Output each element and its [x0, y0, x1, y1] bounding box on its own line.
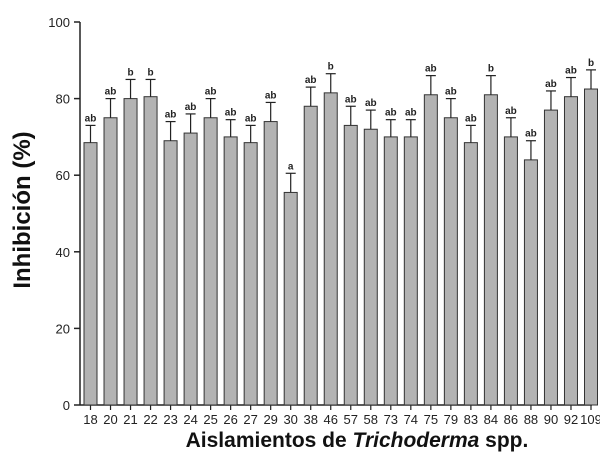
- significance-label: a: [288, 161, 294, 172]
- x-tick-label: 38: [303, 412, 317, 427]
- x-tick-label: 20: [103, 412, 117, 427]
- error-bars: [85, 69, 596, 193]
- bar: [163, 140, 178, 406]
- bar: [283, 191, 298, 406]
- x-tick-label: 92: [564, 412, 578, 427]
- bar: [463, 142, 478, 406]
- x-tick-label: 75: [424, 412, 438, 427]
- bar: [483, 94, 498, 406]
- significance-label: ab: [205, 87, 217, 98]
- x-tick-label: 46: [324, 412, 338, 427]
- x-axis-title-italic: Trichoderma: [353, 429, 480, 452]
- x-tick-label: 18: [83, 412, 97, 427]
- significance-label: ab: [545, 79, 557, 90]
- bar: [443, 117, 458, 406]
- bar: [263, 121, 278, 406]
- x-tick-label: 27: [243, 412, 257, 427]
- bar: [584, 88, 598, 406]
- x-tick-label: 79: [444, 412, 458, 427]
- significance-label: ab: [565, 66, 577, 77]
- x-axis-title-suffix: spp.: [479, 429, 528, 452]
- significance-label: ab: [305, 75, 317, 86]
- bar: [223, 136, 238, 406]
- bar: [303, 105, 318, 406]
- significance-label: ab: [105, 87, 117, 98]
- bars: [83, 88, 598, 406]
- bar: [543, 109, 558, 406]
- significance-label: ab: [445, 87, 457, 98]
- bar: [103, 117, 118, 406]
- bar: [243, 142, 258, 406]
- bar: [323, 92, 338, 406]
- x-axis-title-prefix: Aislamientos de: [186, 429, 353, 452]
- significance-label: ab: [85, 113, 97, 124]
- y-tick-label: 20: [56, 321, 70, 336]
- x-tick-label: 22: [143, 412, 157, 427]
- y-tick-label: 60: [56, 168, 70, 183]
- x-tick-label: 90: [544, 412, 558, 427]
- x-tick-label: 74: [404, 412, 418, 427]
- bar: [363, 128, 378, 406]
- bar: [403, 136, 418, 406]
- x-tick-label: 58: [364, 412, 378, 427]
- bar: [83, 142, 98, 406]
- y-axis-title: Inhibición (%): [9, 131, 36, 288]
- significance-label: ab: [505, 106, 517, 117]
- significance-label: ab: [185, 102, 197, 113]
- bar: [183, 132, 198, 406]
- x-tick-label: 86: [504, 412, 518, 427]
- significance-label: ab: [245, 113, 257, 124]
- significance-label: b: [148, 67, 154, 78]
- y-tick-label: 100: [48, 15, 70, 30]
- x-tick-label: 26: [223, 412, 237, 427]
- x-tick-label: 83: [464, 412, 478, 427]
- x-axis-title: Aislamientos de Trichoderma spp.: [186, 429, 529, 452]
- x-tick-label: 24: [183, 412, 197, 427]
- x-tick-label: 73: [384, 412, 398, 427]
- significance-label: ab: [165, 110, 177, 121]
- bar: [343, 124, 358, 406]
- y-tick-label: 40: [56, 245, 70, 260]
- bar: [563, 96, 578, 406]
- x-tick-label: 23: [163, 412, 177, 427]
- x-tick-label: 21: [123, 412, 137, 427]
- significance-label: b: [127, 67, 133, 78]
- x-tick-label: 57: [344, 412, 358, 427]
- significance-label: ab: [405, 108, 417, 119]
- significance-label: ab: [465, 113, 477, 124]
- x-tick-label: 88: [524, 412, 538, 427]
- bar: [123, 98, 138, 406]
- significance-label: ab: [365, 98, 377, 109]
- bar: [143, 96, 158, 406]
- significance-label: ab: [345, 94, 357, 105]
- significance-label: ab: [265, 90, 277, 101]
- significance-label: ab: [425, 64, 437, 75]
- significance-label: b: [488, 64, 494, 75]
- x-tick-label: 29: [263, 412, 277, 427]
- y-tick-label: 0: [63, 398, 70, 413]
- bar: [203, 117, 218, 406]
- y-tick-label: 80: [56, 92, 70, 107]
- x-tick-label: 30: [283, 412, 297, 427]
- significance-label: b: [328, 62, 334, 73]
- bar: [503, 136, 518, 406]
- significance-label: ab: [385, 108, 397, 119]
- significance-label: b: [588, 58, 594, 69]
- bar: [383, 136, 398, 406]
- x-tick-label: 25: [203, 412, 217, 427]
- significance-label: ab: [525, 129, 537, 140]
- x-tick-label: 109: [580, 412, 600, 427]
- x-tick-label: 84: [484, 412, 498, 427]
- labels: 020406080100ab18ab20b21b22ab23ab24ab25ab…: [48, 15, 600, 427]
- bar: [423, 94, 438, 406]
- bar: [523, 159, 538, 406]
- significance-label: ab: [225, 108, 237, 119]
